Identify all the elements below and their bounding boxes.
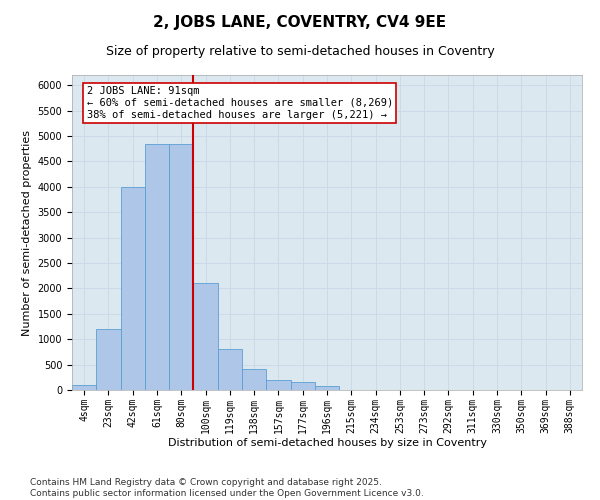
Text: 2 JOBS LANE: 91sqm
← 60% of semi-detached houses are smaller (8,269)
38% of semi: 2 JOBS LANE: 91sqm ← 60% of semi-detache…	[86, 86, 393, 120]
Text: 2, JOBS LANE, COVENTRY, CV4 9EE: 2, JOBS LANE, COVENTRY, CV4 9EE	[154, 15, 446, 30]
Bar	[315, 386, 339, 390]
Bar	[218, 350, 242, 390]
Bar	[145, 144, 169, 390]
Bar	[72, 385, 96, 390]
Bar	[121, 187, 145, 390]
Text: Size of property relative to semi-detached houses in Coventry: Size of property relative to semi-detach…	[106, 45, 494, 58]
Bar	[266, 380, 290, 390]
Bar	[96, 329, 121, 390]
Bar	[290, 382, 315, 390]
Bar	[193, 284, 218, 390]
X-axis label: Distribution of semi-detached houses by size in Coventry: Distribution of semi-detached houses by …	[167, 438, 487, 448]
Bar	[242, 368, 266, 390]
Y-axis label: Number of semi-detached properties: Number of semi-detached properties	[22, 130, 32, 336]
Text: Contains HM Land Registry data © Crown copyright and database right 2025.
Contai: Contains HM Land Registry data © Crown c…	[30, 478, 424, 498]
Bar	[169, 144, 193, 390]
